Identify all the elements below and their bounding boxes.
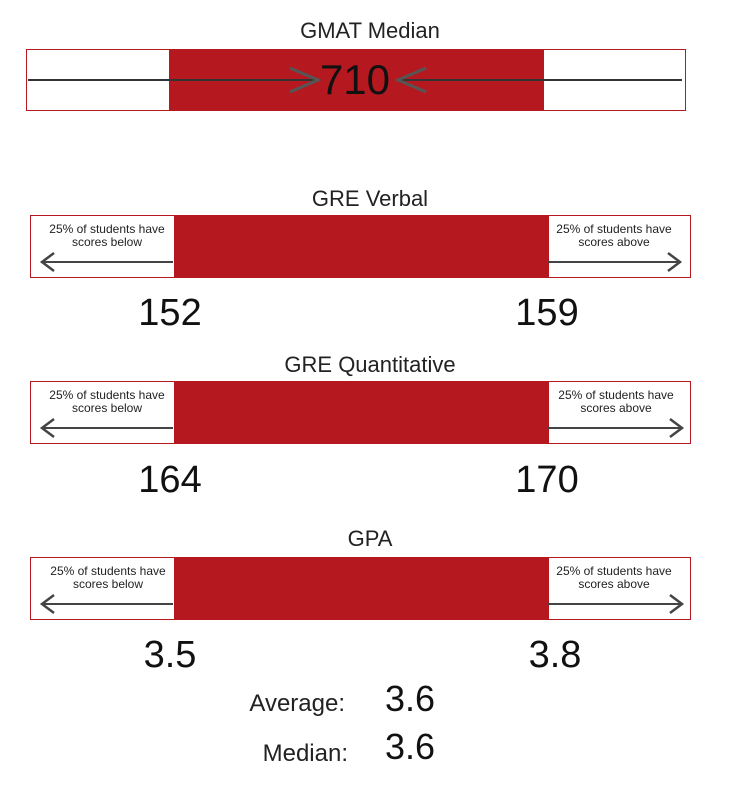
gre-verbal-title: GRE Verbal: [311, 186, 429, 211]
gre-verbal-middle-band: [174, 216, 549, 277]
gre-quant-note-below: 25% of students have scores below: [49, 388, 165, 415]
gpa-note-above: 25% of students have scores above: [556, 564, 672, 591]
gre-quant-middle-band: [174, 382, 549, 443]
average-label: Average:: [249, 690, 345, 717]
gpa-low: 3.5: [143, 634, 197, 676]
gre-quant-title: GRE Quantitative: [284, 352, 456, 377]
gre-quant-low: 164: [138, 459, 202, 501]
median-value: 3.6: [385, 726, 436, 767]
gpa-note-below: 25% of students have scores below: [50, 564, 166, 591]
gre-verbal-note-above: 25% of students have scores above: [556, 222, 672, 249]
gpa-title: GPA: [347, 526, 393, 551]
gpa-middle-band: [174, 558, 549, 619]
gre-verbal-high: 159: [515, 292, 579, 334]
gpa-high: 3.8: [528, 634, 582, 676]
gpa-bar: [30, 557, 691, 620]
average-value: 3.6: [385, 678, 436, 719]
gmat-title: GMAT Median: [300, 18, 440, 43]
gre-quant-bar: [30, 381, 691, 444]
gre-verbal-bar: [30, 215, 691, 278]
gre-verbal-note-below: 25% of students have scores below: [49, 222, 165, 249]
median-label: Median:: [262, 740, 348, 767]
gmat-median-value: 710: [319, 56, 391, 103]
gre-quant-high: 170: [515, 459, 579, 501]
gre-verbal-low: 152: [138, 292, 202, 334]
gre-quant-note-above: 25% of students have scores above: [558, 388, 674, 415]
